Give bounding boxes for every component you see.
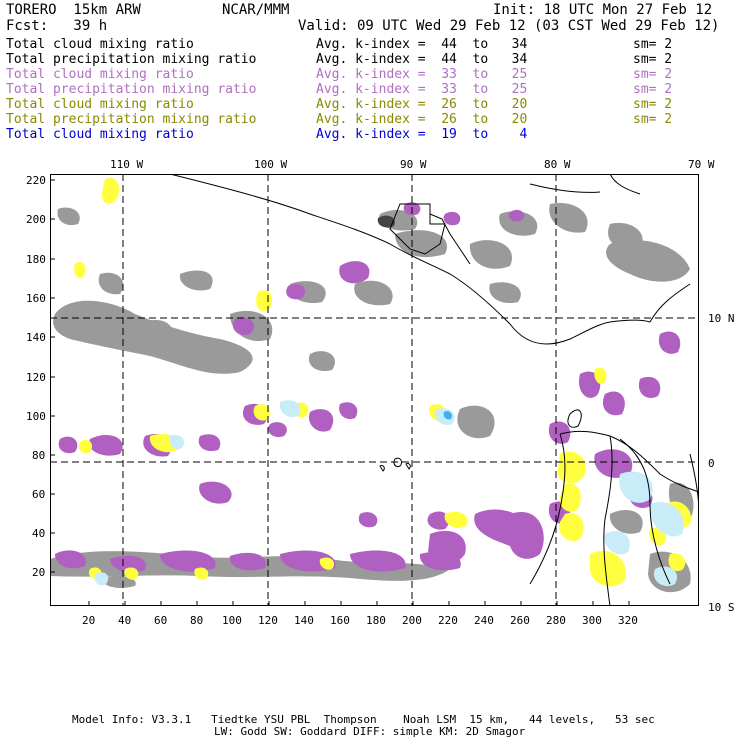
lat-lon-grid: [50, 174, 699, 606]
x-tick-label: 100: [222, 614, 242, 627]
legend-kindex: Avg. k-index = 33 to 25: [316, 82, 528, 97]
legend-row: Total cloud mixing ratio Avg. k-index = …: [6, 97, 672, 112]
y-tick-label: 140: [26, 331, 46, 344]
y-tick-label: 80: [32, 449, 46, 462]
legend-sm: sm= 2: [633, 67, 673, 82]
x-tick-label: 120: [258, 614, 278, 627]
legend-sm: sm= 2: [633, 97, 673, 112]
coastlines: [169, 174, 699, 606]
legend-row: Total cloud mixing ratio Avg. k-index = …: [6, 127, 527, 142]
x-tick-label: 220: [438, 614, 458, 627]
latitude-label: 0: [708, 457, 715, 470]
physics-info: LW: Godd SW: Goddard DIFF: simple KM: 2D…: [214, 725, 526, 738]
legend-row: Total cloud mixing ratio Avg. k-index = …: [6, 37, 672, 52]
legend-field: Total precipitation mixing ratio: [6, 82, 257, 97]
x-tick-label: 180: [366, 614, 386, 627]
map-border: [50, 174, 699, 606]
blue-cloud-area: [443, 411, 452, 420]
legend-field: Total cloud mixing ratio: [6, 67, 194, 82]
valid-time: Valid: 09 UTC Wed 29 Feb 12 (03 CST Wed …: [298, 18, 720, 34]
legend-sm: sm= 2: [633, 37, 673, 52]
y-tick-label: 200: [26, 213, 46, 226]
y-tick-label: 160: [26, 292, 46, 305]
x-tick-label: 200: [402, 614, 422, 627]
x-tick-label: 280: [546, 614, 566, 627]
x-tick-label: 240: [474, 614, 494, 627]
x-tick-label: 40: [118, 614, 132, 627]
yellow-precip-areas: [74, 177, 691, 587]
longitude-label: 90 W: [400, 158, 427, 171]
latitude-label: 10 N: [708, 312, 735, 325]
legend-kindex: Avg. k-index = 26 to 20: [316, 97, 528, 112]
forecast-hour: Fcst: 39 h: [6, 18, 108, 34]
legend-field: Total precipitation mixing ratio: [6, 52, 257, 67]
legend-sm: sm= 2: [633, 112, 673, 127]
model-title: TORERO 15km ARW: [6, 2, 141, 18]
legend-kindex: Avg. k-index = 19 to 4: [316, 127, 528, 142]
legend-field: Total cloud mixing ratio: [6, 97, 194, 112]
y-tick-label: 100: [26, 410, 46, 423]
x-tick-label: 60: [154, 614, 168, 627]
longitude-label: 100 W: [254, 158, 288, 171]
y-tick-label: 60: [32, 488, 46, 501]
x-tick-label: 80: [190, 614, 204, 627]
longitude-label: 70 W: [688, 158, 715, 171]
x-tick-label: 140: [294, 614, 314, 627]
y-tick-label: 40: [32, 527, 46, 540]
legend-field: Total cloud mixing ratio: [6, 37, 194, 52]
init-time: Init: 18 UTC Mon 27 Feb 12: [493, 2, 713, 18]
model-info: Model Info: V3.3.1 Tiedtke YSU PBL Thomp…: [72, 713, 655, 726]
legend-kindex: Avg. k-index = 33 to 25: [316, 67, 528, 82]
legend-row: Total cloud mixing ratio Avg. k-index = …: [6, 67, 672, 82]
forecast-map: [50, 174, 699, 606]
legend-field: Total cloud mixing ratio: [6, 127, 194, 142]
latitude-label: 10 S: [708, 601, 735, 614]
legend-kindex: Avg. k-index = 44 to 34: [316, 52, 528, 67]
y-tick-label: 120: [26, 371, 46, 384]
x-tick-label: 20: [82, 614, 96, 627]
center-label: NCAR/MMM: [222, 2, 290, 18]
longitude-label: 110 W: [110, 158, 144, 171]
legend-row: Total precipitation mixing ratio Avg. k-…: [6, 112, 672, 127]
x-tick-label: 300: [582, 614, 602, 627]
dark-cloud-area: [377, 215, 395, 228]
legend-kindex: Avg. k-index = 26 to 20: [316, 112, 528, 127]
y-tick-label: 20: [32, 566, 46, 579]
legend-sm: sm= 2: [633, 52, 673, 67]
legend-row: Total precipitation mixing ratio Avg. k-…: [6, 82, 672, 97]
y-tick-label: 180: [26, 253, 46, 266]
x-tick-label: 260: [510, 614, 530, 627]
x-tick-label: 320: [618, 614, 638, 627]
legend-row: Total precipitation mixing ratio Avg. k-…: [6, 52, 672, 67]
legend-field: Total precipitation mixing ratio: [6, 112, 257, 127]
legend-sm: sm= 2: [633, 82, 673, 97]
x-tick-label: 160: [330, 614, 350, 627]
y-tick-label: 220: [26, 174, 46, 187]
legend-kindex: Avg. k-index = 44 to 34: [316, 37, 528, 52]
longitude-label: 80 W: [544, 158, 571, 171]
